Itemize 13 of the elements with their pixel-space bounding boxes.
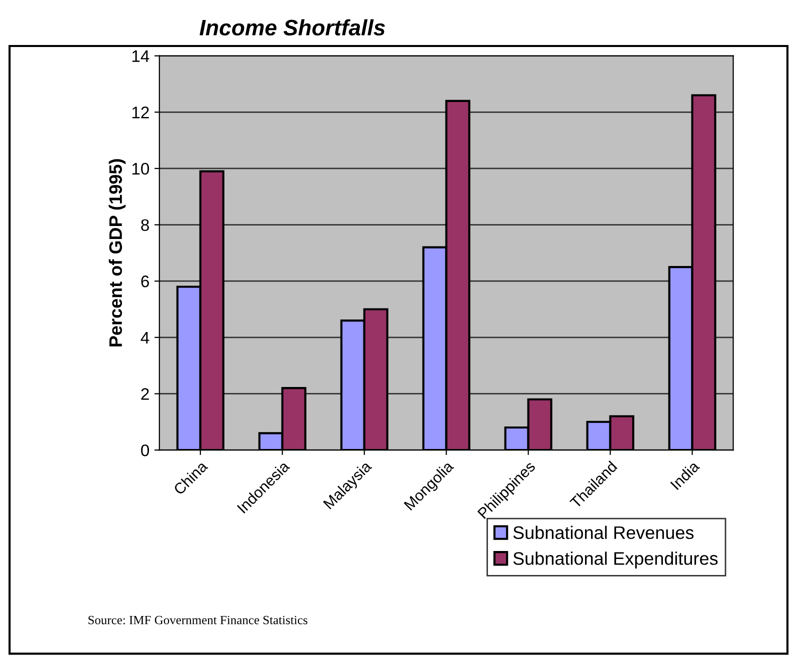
legend-label: Subnational Expenditures [513,552,718,568]
chart-title: Income Shortfalls [200,19,385,36]
y-axis-title: Percent of GDP (1995) [108,159,126,346]
legend-label: Subnational Revenues [513,526,694,540]
y-tick-label: 10 [132,162,150,175]
y-tick-label: 0 [141,444,150,456]
source-note: Source: IMF Government Finance Statistics [88,616,308,624]
y-tick-label: 6 [141,276,149,288]
y-tick-label: 4 [140,332,150,344]
y-tick-label: 8 [141,219,149,231]
y-tick-label: 2 [141,388,149,400]
y-tick-label: 14 [132,50,150,62]
y-tick-label: 12 [132,106,149,118]
